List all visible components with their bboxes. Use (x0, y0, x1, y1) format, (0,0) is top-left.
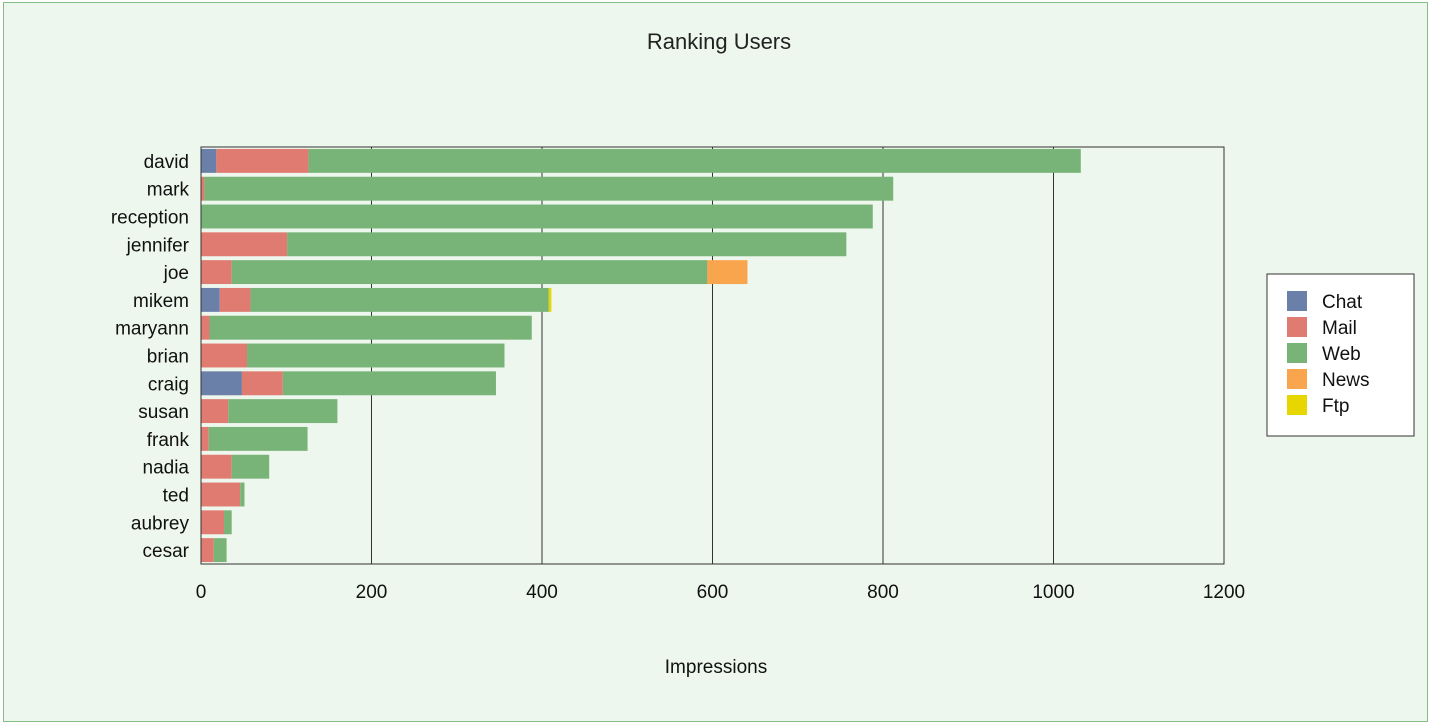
bar-segment-mail-nadia (201, 454, 232, 479)
bar-segment-mail-brian (201, 343, 248, 368)
bar-segment-chat-craig (201, 371, 242, 396)
bar-segment-web-brian (247, 343, 505, 368)
x-tick-label: 1200 (1203, 582, 1245, 603)
x-tick-label: 1000 (1032, 582, 1074, 603)
y-tick-label: joe (163, 263, 189, 284)
bar-segment-mail-cesar (201, 538, 214, 563)
bar-segment-ftp-mikem (548, 287, 552, 312)
legend-label-web: Web (1322, 344, 1361, 365)
legend: Chat Mail Web News Ftp (1266, 273, 1415, 437)
bar-segment-mail-ted (201, 482, 241, 507)
y-tick-label: reception (111, 208, 189, 229)
x-tick-label: 400 (526, 582, 558, 603)
legend-swatch-chat (1287, 291, 1307, 311)
bar-segment-mail-mark (201, 176, 205, 201)
y-tick-label: maryann (115, 319, 189, 340)
bar-segment-mail-craig (241, 371, 283, 396)
bar-segment-web-cesar (213, 538, 227, 563)
bar-segment-news-joe (707, 260, 748, 285)
legend-swatch-mail (1287, 317, 1307, 337)
y-tick-label: cesar (143, 541, 190, 562)
bar-segment-web-susan (228, 399, 338, 424)
y-tick-label: ted (163, 486, 189, 507)
y-tick-label: brian (147, 347, 189, 368)
bar-segment-mail-maryann (201, 315, 210, 340)
bar-segment-mail-aubrey (201, 510, 225, 535)
x-tick-label: 200 (356, 582, 388, 603)
y-tick-label: frank (147, 430, 190, 451)
y-tick-label: mikem (133, 291, 189, 312)
chart-title: Ranking Users (647, 29, 791, 54)
bar-segment-web-frank (208, 426, 308, 451)
bar-segment-mail-jennifer (201, 232, 288, 257)
bar-segment-web-joe (231, 260, 708, 285)
y-tick-label: david (144, 152, 189, 173)
bar-segment-chat-david (201, 148, 217, 173)
y-tick-label: aubrey (131, 513, 190, 534)
y-tick-label: mark (147, 180, 190, 201)
bar-segment-web-jennifer (287, 232, 847, 257)
legend-swatch-web (1287, 343, 1307, 363)
legend-label-mail: Mail (1322, 318, 1357, 339)
bar-segment-web-craig (282, 371, 496, 396)
bar-segment-web-aubrey (224, 510, 232, 535)
y-axis-labels: david mark reception jennifer joe mikem maryan… (111, 152, 190, 562)
legend-label-chat: Chat (1322, 292, 1363, 313)
y-tick-label: nadia (143, 458, 190, 479)
bars (201, 148, 1081, 563)
x-tick-label: 0 (196, 582, 207, 603)
bar-segment-mail-frank (201, 426, 209, 451)
x-axis-labels: 0 200 400 600 800 1000 1200 (196, 582, 1245, 603)
y-tick-label: jennifer (126, 235, 190, 256)
bar-segment-web-david (308, 148, 1081, 173)
y-tick-label: susan (138, 402, 189, 423)
x-axis-title: Impressions (665, 657, 767, 678)
bar-segment-web-mark (204, 176, 894, 201)
bar-segment-web-nadia (231, 454, 270, 479)
plot-frame (200, 146, 1225, 565)
legend-swatch-news (1287, 369, 1307, 389)
bar-segment-web-reception (201, 204, 873, 229)
legend-label-news: News (1322, 370, 1370, 391)
bar-segment-mail-joe (201, 260, 232, 285)
y-tick-label: craig (148, 374, 189, 395)
bar-segment-chat-mikem (201, 287, 220, 312)
chart-canvas: Ranking Users david mark reception jennifer… (111, 29, 1415, 678)
legend-swatch-ftp (1287, 395, 1307, 415)
x-tick-label: 800 (867, 582, 899, 603)
bar-segment-mail-susan (201, 399, 229, 424)
bar-segment-web-mikem (250, 287, 549, 312)
bar-segment-web-maryann (209, 315, 532, 340)
bar-segment-web-ted (240, 482, 245, 507)
bar-segment-mail-mikem (219, 287, 251, 312)
bar-segment-mail-david (216, 148, 309, 173)
legend-label-ftp: Ftp (1322, 396, 1349, 417)
x-tick-label: 600 (697, 582, 729, 603)
